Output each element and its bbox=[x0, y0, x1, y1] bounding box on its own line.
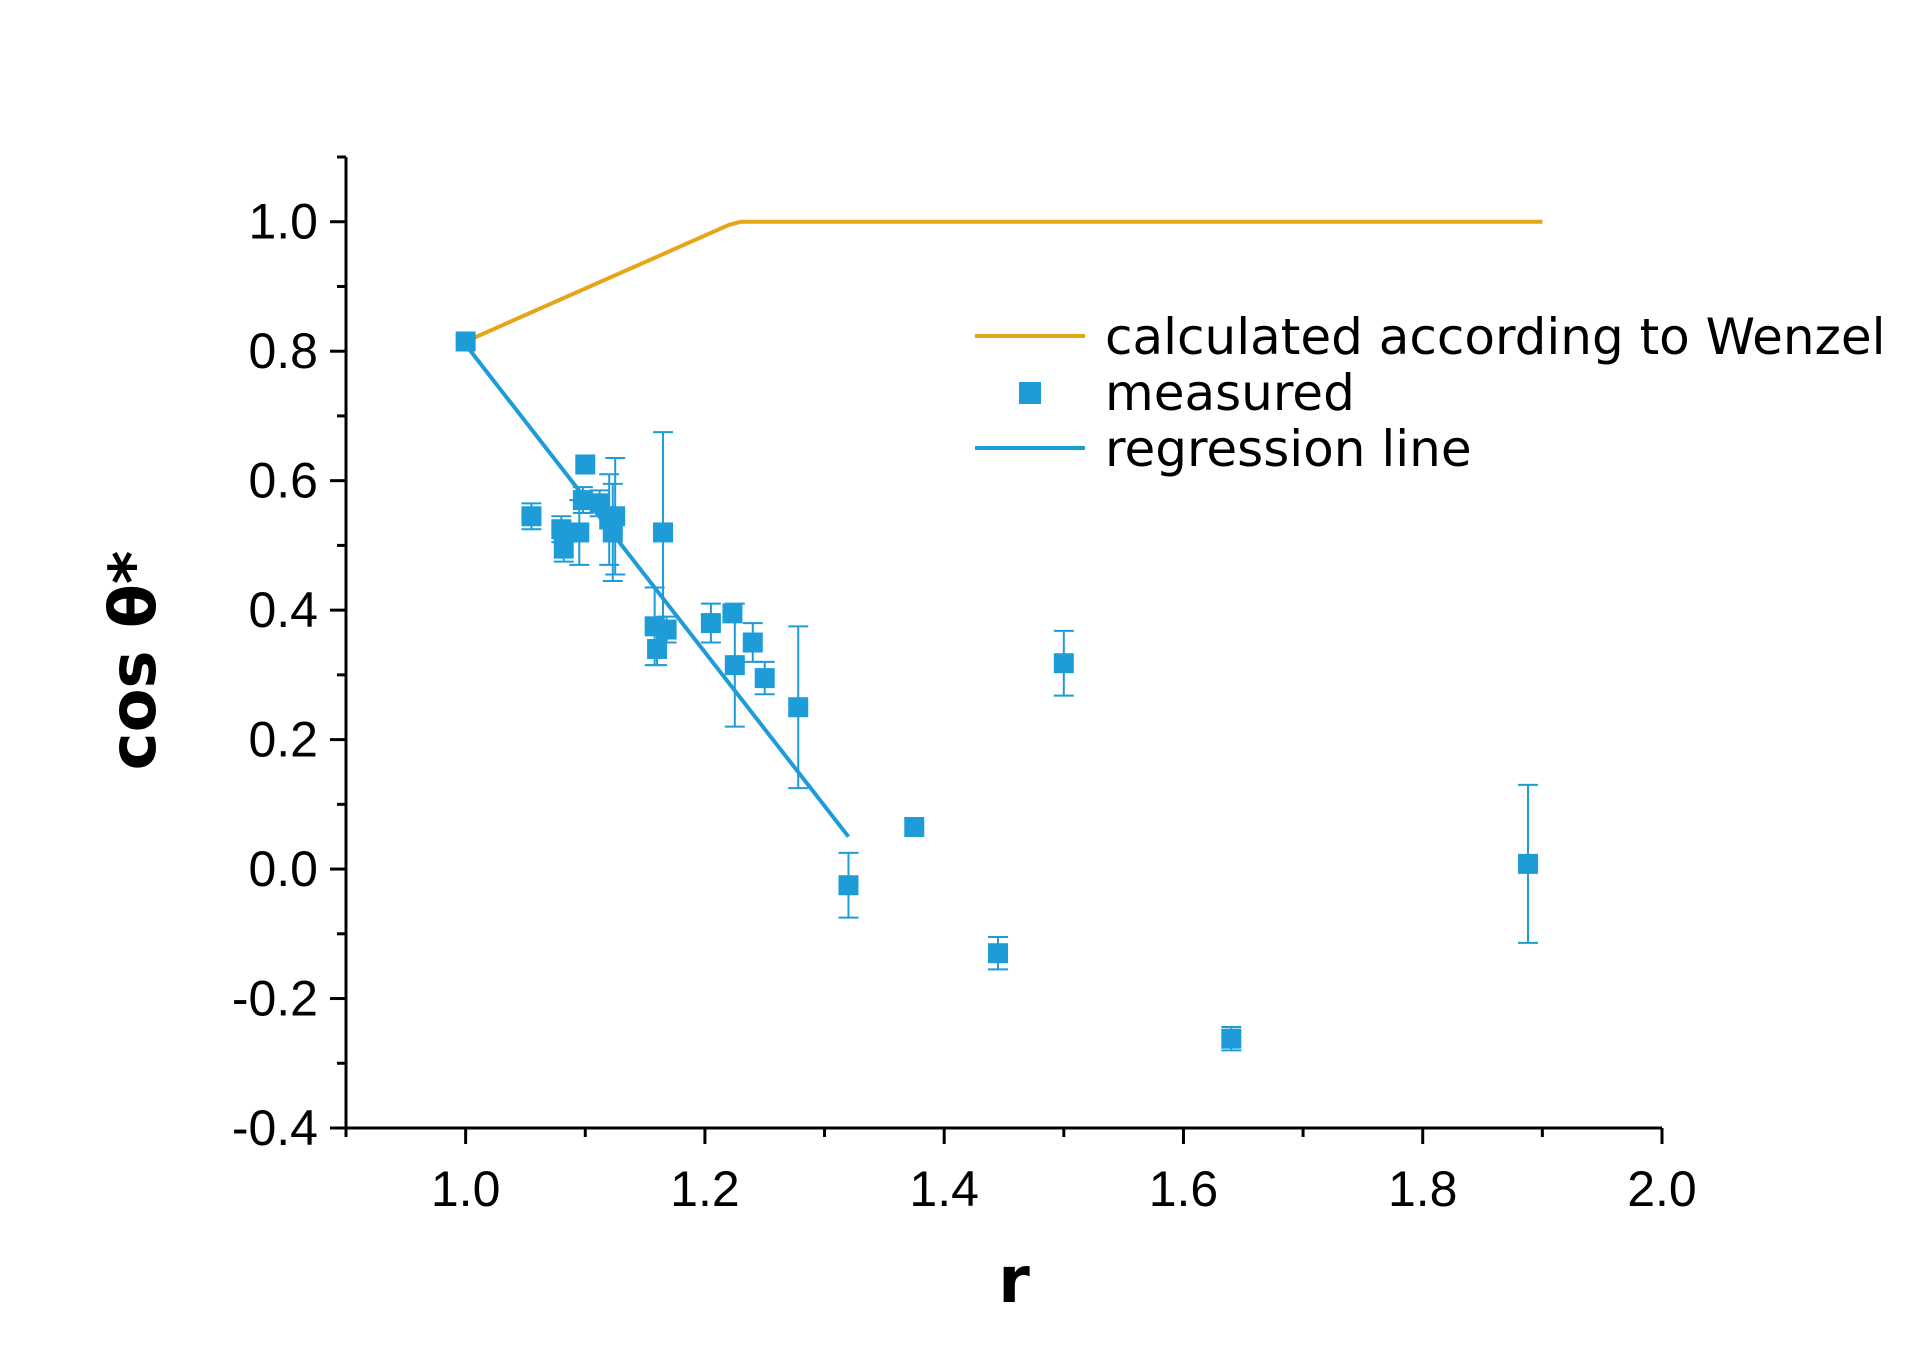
legend: calculated according to Wenzelmeasuredre… bbox=[975, 308, 1886, 478]
y-tick-label: 0.0 bbox=[248, 841, 318, 897]
y-tick-label: -0.2 bbox=[232, 971, 318, 1027]
data-point bbox=[838, 875, 859, 896]
x-tick-label: 1.0 bbox=[431, 1161, 501, 1217]
y-tick-label: 0.8 bbox=[248, 323, 318, 379]
data-point bbox=[575, 454, 596, 475]
data-point bbox=[551, 519, 572, 540]
wenzel-line bbox=[464, 219, 1543, 344]
axes: 1.0 1.2 1.4 1.6 1.8 2.0 -0.4 -0.2 0.0 0.2 0.4 0.6 0.… bbox=[232, 155, 1697, 1217]
data-point bbox=[602, 522, 623, 543]
data-point bbox=[521, 506, 542, 527]
data-point bbox=[589, 493, 610, 514]
x-axis-title: r bbox=[998, 1244, 1030, 1318]
data-point bbox=[988, 943, 1009, 964]
data-point bbox=[904, 816, 925, 837]
data-point bbox=[722, 603, 743, 624]
x-tick-label: 2.0 bbox=[1627, 1161, 1697, 1217]
y-tick-label: 0.6 bbox=[248, 453, 318, 509]
legend-label: calculated according to Wenzel bbox=[1105, 308, 1886, 366]
data-point bbox=[742, 632, 763, 653]
data-point bbox=[788, 697, 809, 718]
series-layer bbox=[455, 219, 1543, 1052]
y-tick-label: 1.0 bbox=[248, 194, 318, 250]
data-point bbox=[656, 619, 677, 640]
x-tick-label: 1.6 bbox=[1149, 1161, 1219, 1217]
data-point bbox=[700, 613, 721, 634]
data-point bbox=[455, 331, 476, 352]
data-point bbox=[1518, 853, 1539, 874]
legend-label: regression line bbox=[1105, 420, 1472, 478]
y-tick-label: 0.2 bbox=[248, 712, 318, 768]
data-point bbox=[569, 522, 590, 543]
x-tick-label: 1.8 bbox=[1388, 1161, 1458, 1217]
measured-series bbox=[455, 331, 1539, 1052]
data-point bbox=[647, 638, 668, 659]
data-point bbox=[1221, 1028, 1242, 1049]
y-tick-label: 0.4 bbox=[248, 582, 318, 638]
data-point bbox=[754, 668, 775, 689]
data-point bbox=[653, 522, 674, 543]
x-tick-label: 1.4 bbox=[909, 1161, 979, 1217]
legend-label: measured bbox=[1105, 364, 1355, 422]
data-point bbox=[1053, 653, 1074, 674]
legend-swatch-marker bbox=[1019, 382, 1041, 404]
data-point bbox=[605, 506, 626, 527]
y-tick-label: -0.4 bbox=[232, 1100, 318, 1156]
x-tick-label: 1.2 bbox=[670, 1161, 740, 1217]
data-point bbox=[724, 655, 745, 676]
data-point bbox=[553, 538, 574, 559]
data-point bbox=[572, 490, 593, 511]
regression-line bbox=[464, 343, 851, 838]
y-axis-title: cos θ* bbox=[97, 551, 171, 771]
